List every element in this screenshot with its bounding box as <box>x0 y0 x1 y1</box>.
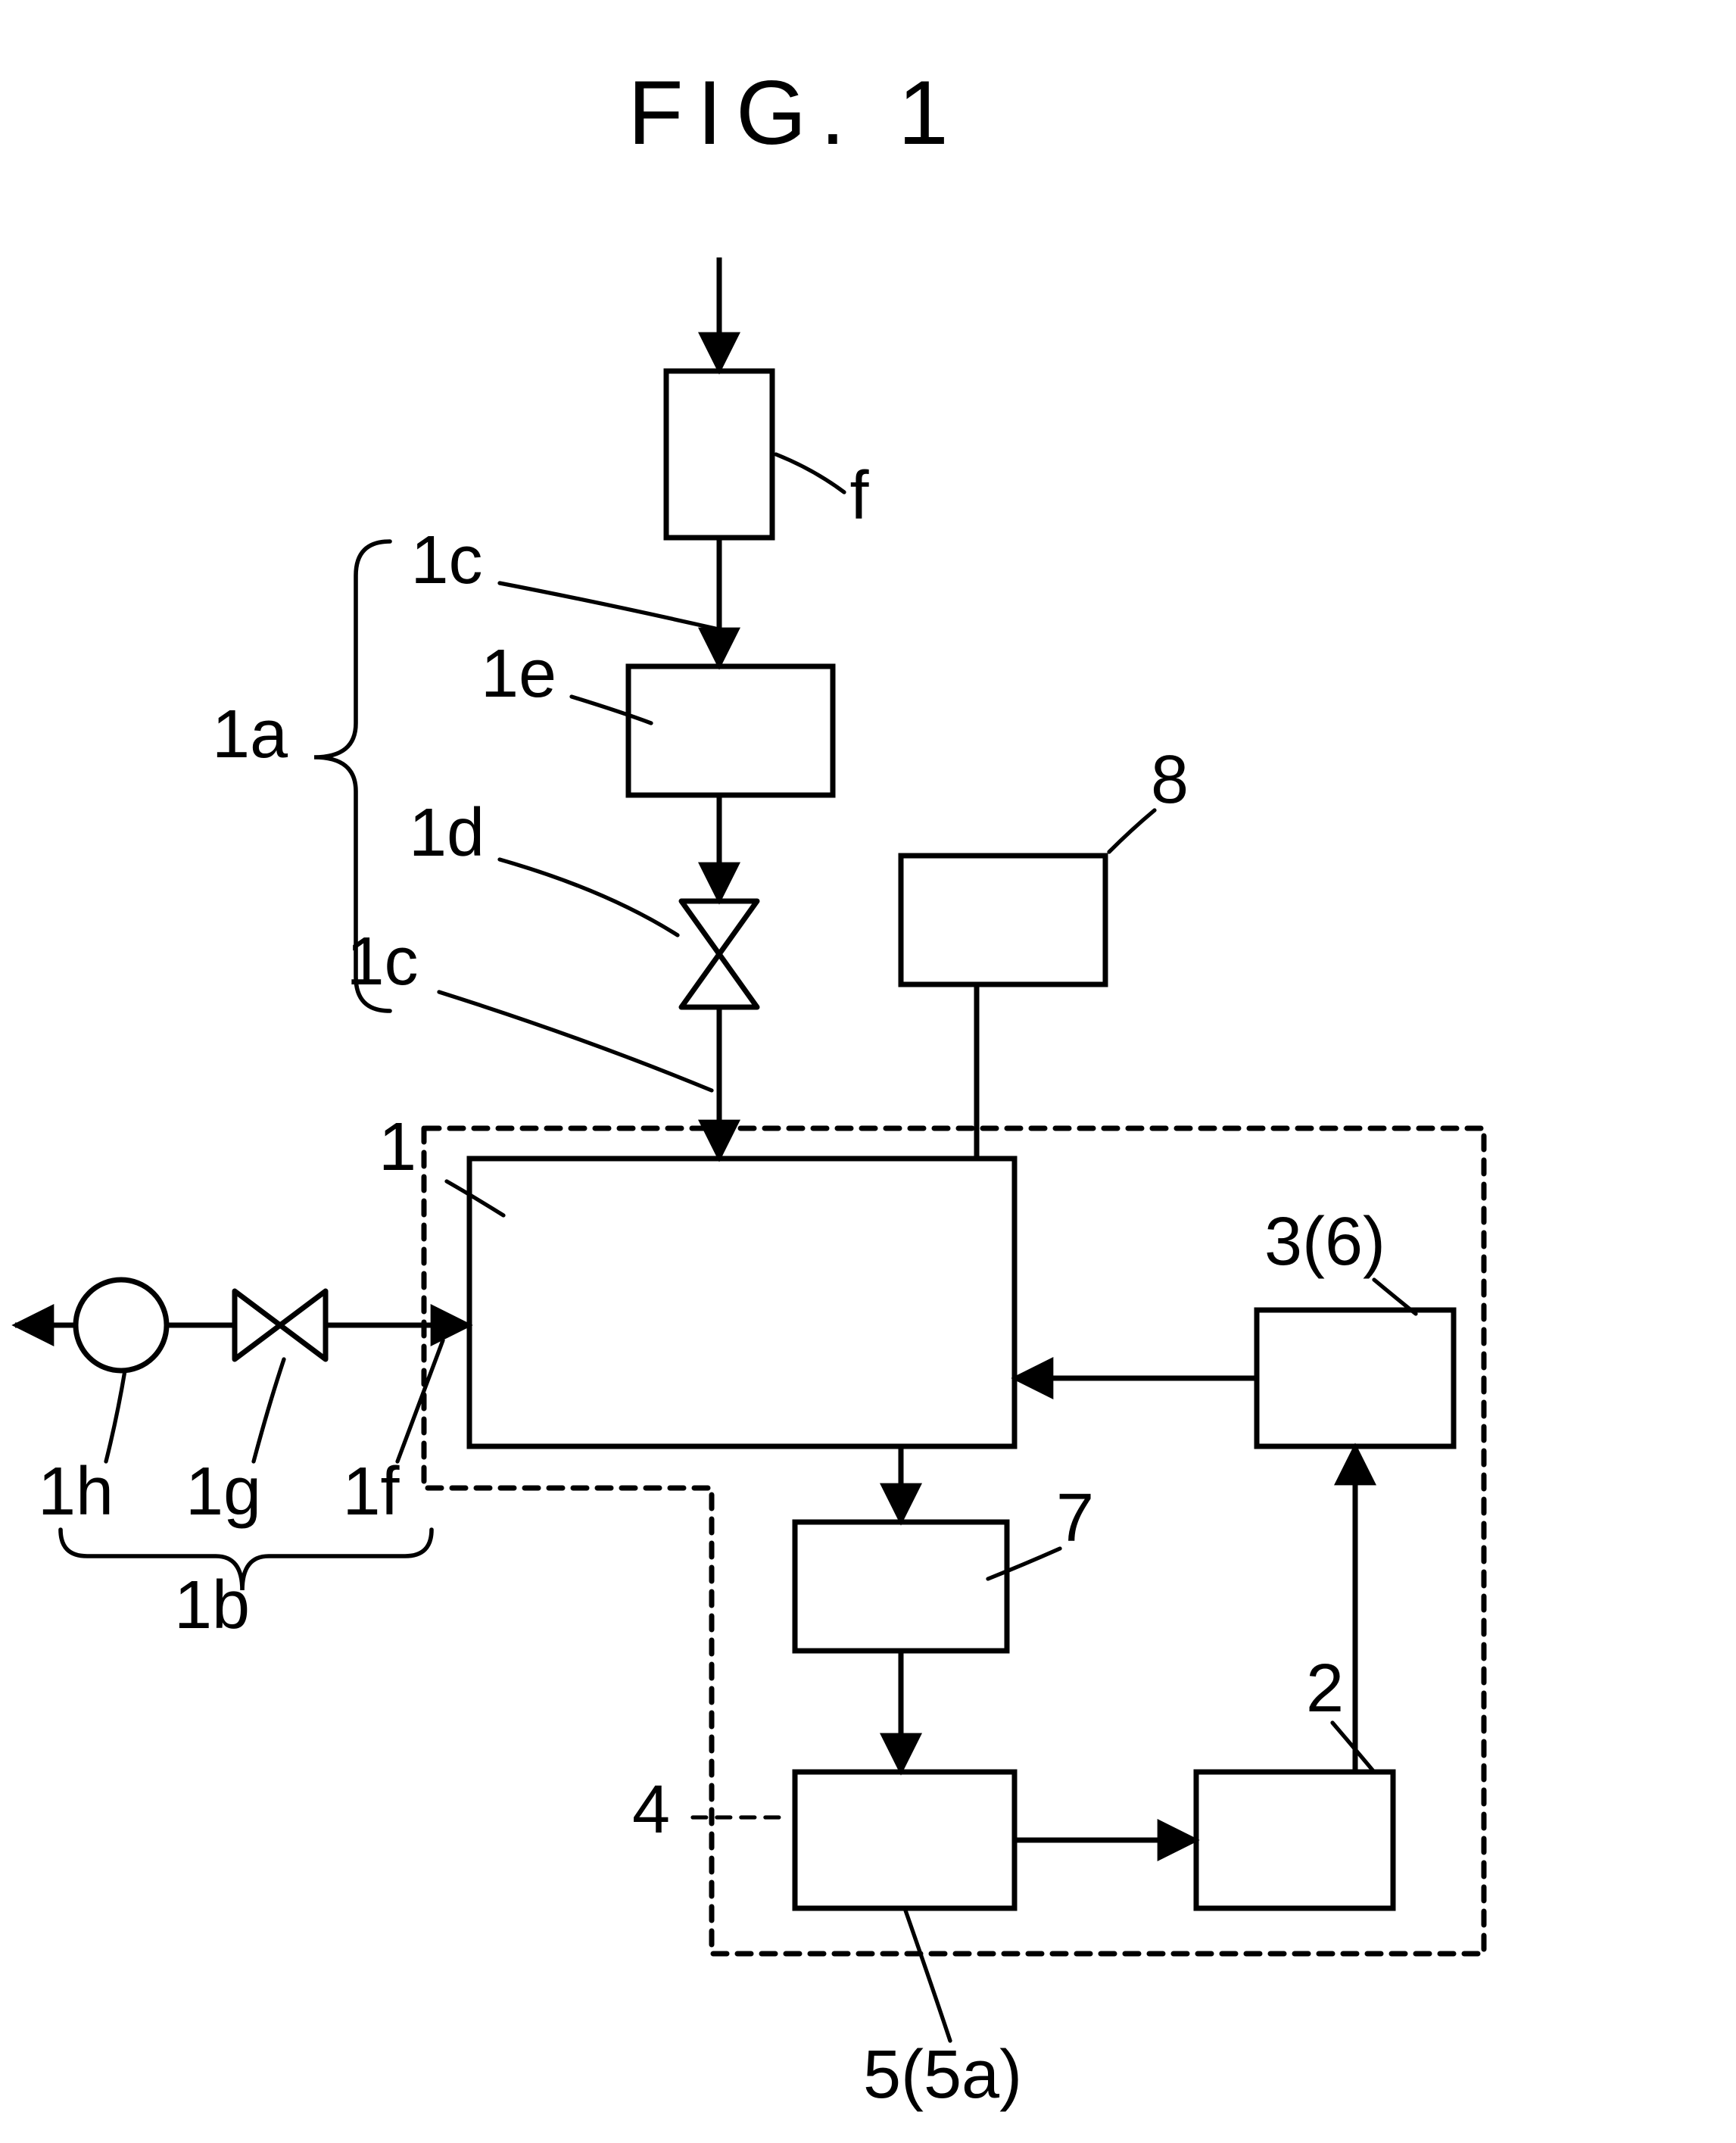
figure-title: FIG. 1 <box>628 62 962 164</box>
label-lab-3: 3(6) <box>1264 1204 1385 1280</box>
label-lab-1g: 1g <box>185 1454 261 1530</box>
block-2 <box>1196 1772 1393 1908</box>
valve-1d-icon <box>681 901 757 1007</box>
block-8 <box>901 856 1105 984</box>
block-7 <box>795 1522 1007 1651</box>
block-1 <box>469 1159 1014 1446</box>
leader-line <box>254 1359 284 1461</box>
label-lab-1e: 1e <box>481 636 556 712</box>
label-lab-1h: 1h <box>38 1454 114 1530</box>
leader-line <box>776 454 844 492</box>
leader-line <box>397 1340 443 1461</box>
block-3 <box>1257 1310 1454 1446</box>
leader-line <box>500 583 715 629</box>
node-1h-icon <box>76 1280 167 1371</box>
leader-line <box>905 1908 950 2041</box>
label-lab-1d: 1d <box>409 795 485 871</box>
valve-1g-icon <box>235 1291 326 1359</box>
leader-line <box>500 859 678 935</box>
label-lab-8: 8 <box>1151 742 1189 818</box>
label-lab-7: 7 <box>1056 1480 1094 1556</box>
label-lab-5: 5(5a) <box>863 2037 1022 2113</box>
label-lab-1b: 1b <box>174 1567 250 1643</box>
block-f <box>666 371 772 538</box>
leader-line <box>439 992 712 1090</box>
block-1e <box>628 666 833 795</box>
label-lab-1c-1: 1c <box>410 522 482 598</box>
label-lab-1a: 1a <box>212 697 288 772</box>
block-5 <box>795 1772 1014 1908</box>
label-lab-1: 1 <box>379 1109 416 1185</box>
leader-line <box>1109 810 1155 852</box>
label-lab-4: 4 <box>632 1772 670 1848</box>
label-lab-2: 2 <box>1306 1651 1344 1727</box>
label-lab-1f: 1f <box>342 1454 400 1530</box>
label-lab-f: f <box>849 458 869 534</box>
leader-line <box>106 1371 125 1461</box>
